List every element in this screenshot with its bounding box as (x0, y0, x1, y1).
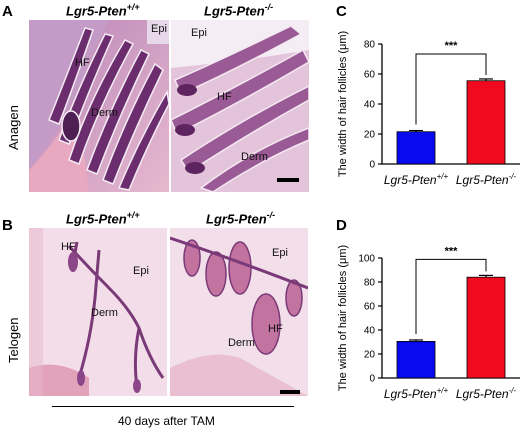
chart-c: 0 20 40 60 80 The width of hair follicles (μm… (337, 31, 520, 187)
significance-label: *** (445, 40, 459, 52)
label-epi-b-left: Epi (133, 265, 149, 277)
y-tick-label: 0 (369, 160, 375, 171)
panel-letter-c: C (336, 3, 347, 20)
category-label: Lgr5-Pten-/- (456, 172, 517, 187)
significance-label: *** (445, 245, 459, 257)
chart-d: 0 20 40 60 80 100 The width of hair follicles … (337, 245, 520, 401)
label-epi-a-left: Epi (151, 23, 167, 35)
panel-letter-a: A (2, 3, 13, 20)
panel-letter-b: B (2, 217, 13, 234)
y-tick-label: 60 (364, 70, 376, 81)
label-derm-a-right: Derm (241, 151, 268, 163)
y-tick-label: 40 (364, 326, 376, 337)
label-epi-b-right: Epi (272, 247, 288, 259)
y-tick-label: 80 (364, 278, 376, 289)
y-axis-label: The width of hair follicles (μm) (337, 31, 349, 177)
row-label-telogen: Telogen (6, 317, 21, 363)
y-tick-label: 20 (364, 350, 376, 361)
bar-mutant (466, 80, 506, 165)
label-hf-a-left: HF (75, 57, 90, 69)
y-tick-label: 0 (369, 374, 375, 385)
label-derm-b-right: Derm (228, 337, 255, 349)
y-tick-label: 40 (364, 100, 376, 111)
panel-letter-d: D (336, 217, 347, 234)
label-epi-a-right: Epi (191, 27, 207, 39)
y-tick-label: 100 (358, 254, 375, 265)
category-label: Lgr5-Pten-/- (456, 386, 517, 401)
bar-control (396, 341, 436, 379)
label-hf-b-right: HF (268, 323, 283, 335)
y-tick-label: 80 (364, 40, 376, 51)
footer-rule (52, 406, 294, 407)
significance-bracket (415, 53, 487, 125)
title-b-mutant: Lgr5-Pten-/- (206, 210, 276, 227)
footer-label: 40 days after TAM (118, 414, 215, 428)
row-label-anagen: Anagen (6, 105, 21, 150)
bar-control (396, 131, 436, 165)
category-label: Lgr5-Pten+/+ (384, 172, 449, 187)
micrograph-anagen-mutant: Epi HF Derm (171, 20, 309, 192)
significance-bracket (415, 258, 487, 334)
micrograph-telogen-mutant: Epi HF Derm (170, 228, 308, 396)
label-derm-b-left: Derm (91, 307, 118, 319)
label-hf-a-right: HF (217, 91, 232, 103)
y-axis-label: The width of hair follicles (μm) (337, 245, 349, 391)
title-a-control: Lgr5-Pten+/+ (66, 2, 140, 19)
y-tick-label: 20 (364, 130, 376, 141)
y-tick-label: 60 (364, 302, 376, 313)
title-b-control: Lgr5-Pten+/+ (66, 210, 140, 227)
label-derm-a-left: Derm (91, 107, 118, 119)
bar-mutant (466, 276, 506, 379)
label-hf-b-left: HF (61, 241, 76, 253)
micrograph-anagen-control: HF Epi Derm (29, 20, 169, 192)
title-a-mutant: Lgr5-Pten-/- (204, 2, 274, 19)
micrograph-telogen-control: HF Epi Derm (29, 228, 167, 396)
category-label: Lgr5-Pten+/+ (384, 386, 449, 401)
